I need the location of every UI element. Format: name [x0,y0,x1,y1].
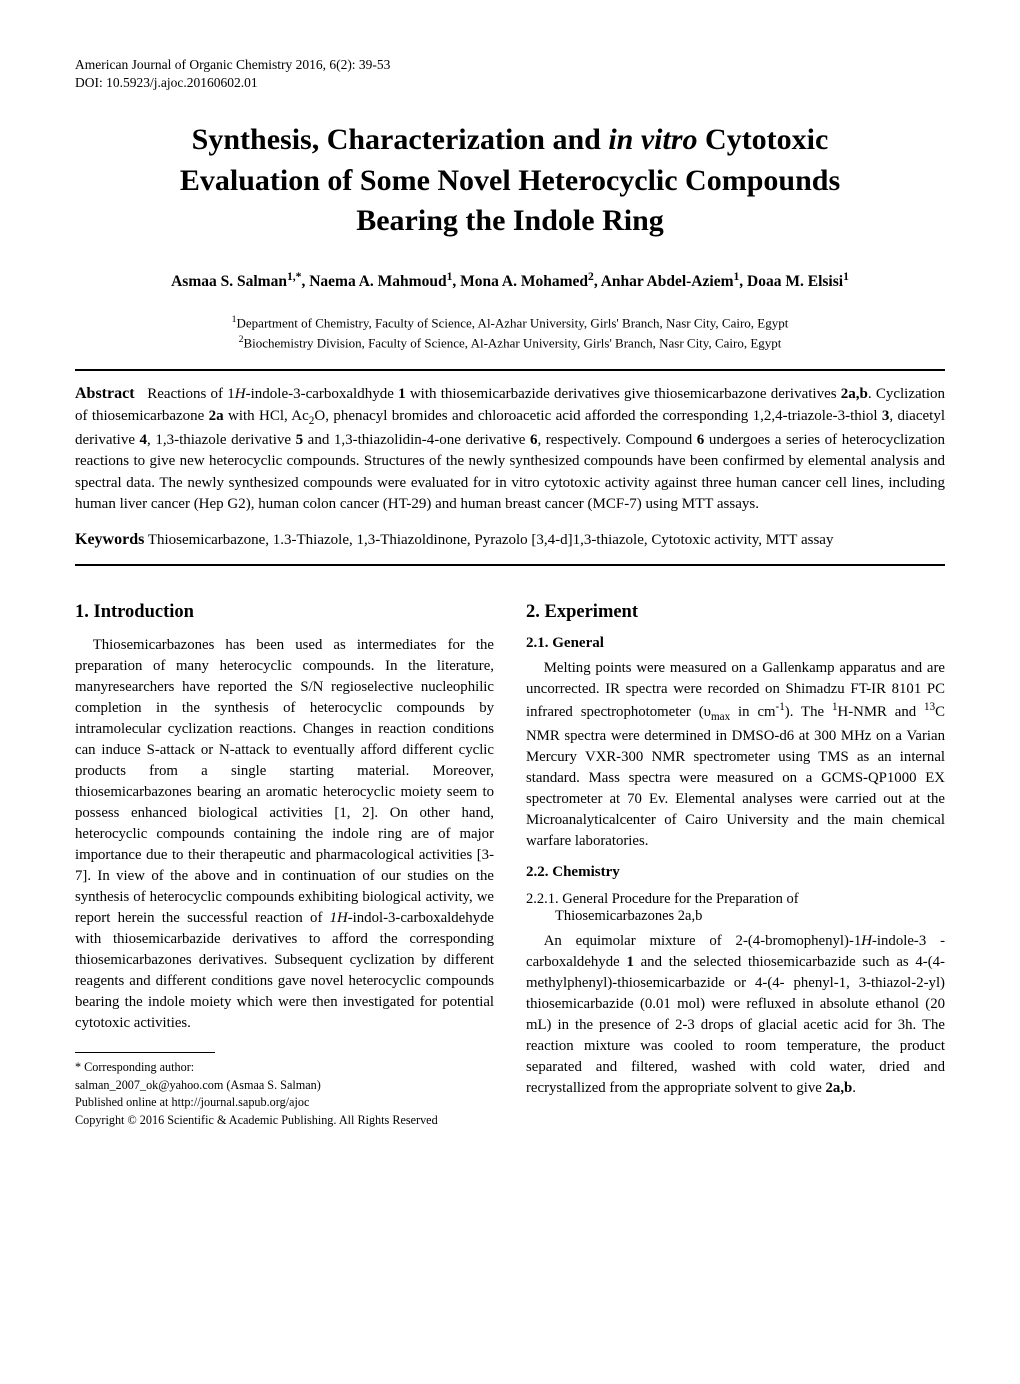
journal-line: American Journal of Organic Chemistry 20… [75,56,945,74]
rule-top [75,369,945,371]
footnote-copyright: Copyright © 2016 Scientific & Academic P… [75,1112,494,1130]
footnote-corresponding: * Corresponding author: [75,1059,494,1077]
abstract-label: Abstract [75,385,135,402]
title-frag-1: Synthesis, Characterization and [192,123,609,156]
doi-line: DOI: 10.5923/j.ajoc.20160602.01 [75,74,945,92]
keywords: Keywords Thiosemicarbazone, 1.3-Thiazole… [75,529,945,552]
footnote-published: Published online at http://journal.sapub… [75,1094,494,1112]
section-experiment: 2. Experiment [526,602,945,623]
footnotes: * Corresponding author: salman_2007_ok@y… [75,1059,494,1130]
paper-title: Synthesis, Characterization and in vitro… [75,120,945,242]
two-column-body: 1. Introduction Thiosemicarbazones has b… [75,596,945,1130]
affiliation-1: 1Department of Chemistry, Faculty of Sci… [75,313,945,333]
title-italic: in vitro [608,123,697,156]
footnote-separator [75,1052,215,1053]
affiliation-2: 2Biochemistry Division, Faculty of Scien… [75,333,945,353]
footnote-email: salman_2007_ok@yahoo.com (Asmaa S. Salma… [75,1077,494,1095]
affiliations: 1Department of Chemistry, Faculty of Sci… [75,313,945,353]
title-frag-1b: Cytotoxic [698,123,829,156]
abstract-text: Reactions of 1H-indole-3-carboxaldhyde 1… [75,386,945,512]
general-paragraph: Melting points were measured on a Gallen… [526,658,945,852]
authors: Asmaa S. Salman1,*, Naema A. Mahmoud1, M… [75,270,945,291]
left-column: 1. Introduction Thiosemicarbazones has b… [75,596,494,1130]
right-column: 2. Experiment 2.1. General Melting point… [526,596,945,1130]
keywords-label: Keywords [75,531,144,548]
keywords-text: Thiosemicarbazone, 1.3-Thiazole, 1,3-Thi… [148,532,834,548]
subsection-chemistry: 2.2. Chemistry [526,864,945,881]
header-meta: American Journal of Organic Chemistry 20… [75,56,945,92]
title-line-2: Evaluation of Some Novel Heterocyclic Co… [180,164,840,197]
subsection-general: 2.1. General [526,635,945,652]
rule-bottom [75,564,945,566]
intro-paragraph: Thiosemicarbazones has been used as inte… [75,635,494,1034]
subsubsection-procedure: 2.2.1. General Procedure for the Prepara… [526,891,945,925]
procedure-line-2: Thiosemicarbazones 2a,b [555,908,702,924]
title-line-3: Bearing the Indole Ring [356,204,664,237]
procedure-line-1: 2.2.1. General Procedure for the Prepara… [526,891,799,907]
section-introduction: 1. Introduction [75,602,494,623]
procedure-paragraph: An equimolar mixture of 2-(4-bromophenyl… [526,931,945,1099]
abstract: Abstract Reactions of 1H-indole-3-carbox… [75,383,945,515]
